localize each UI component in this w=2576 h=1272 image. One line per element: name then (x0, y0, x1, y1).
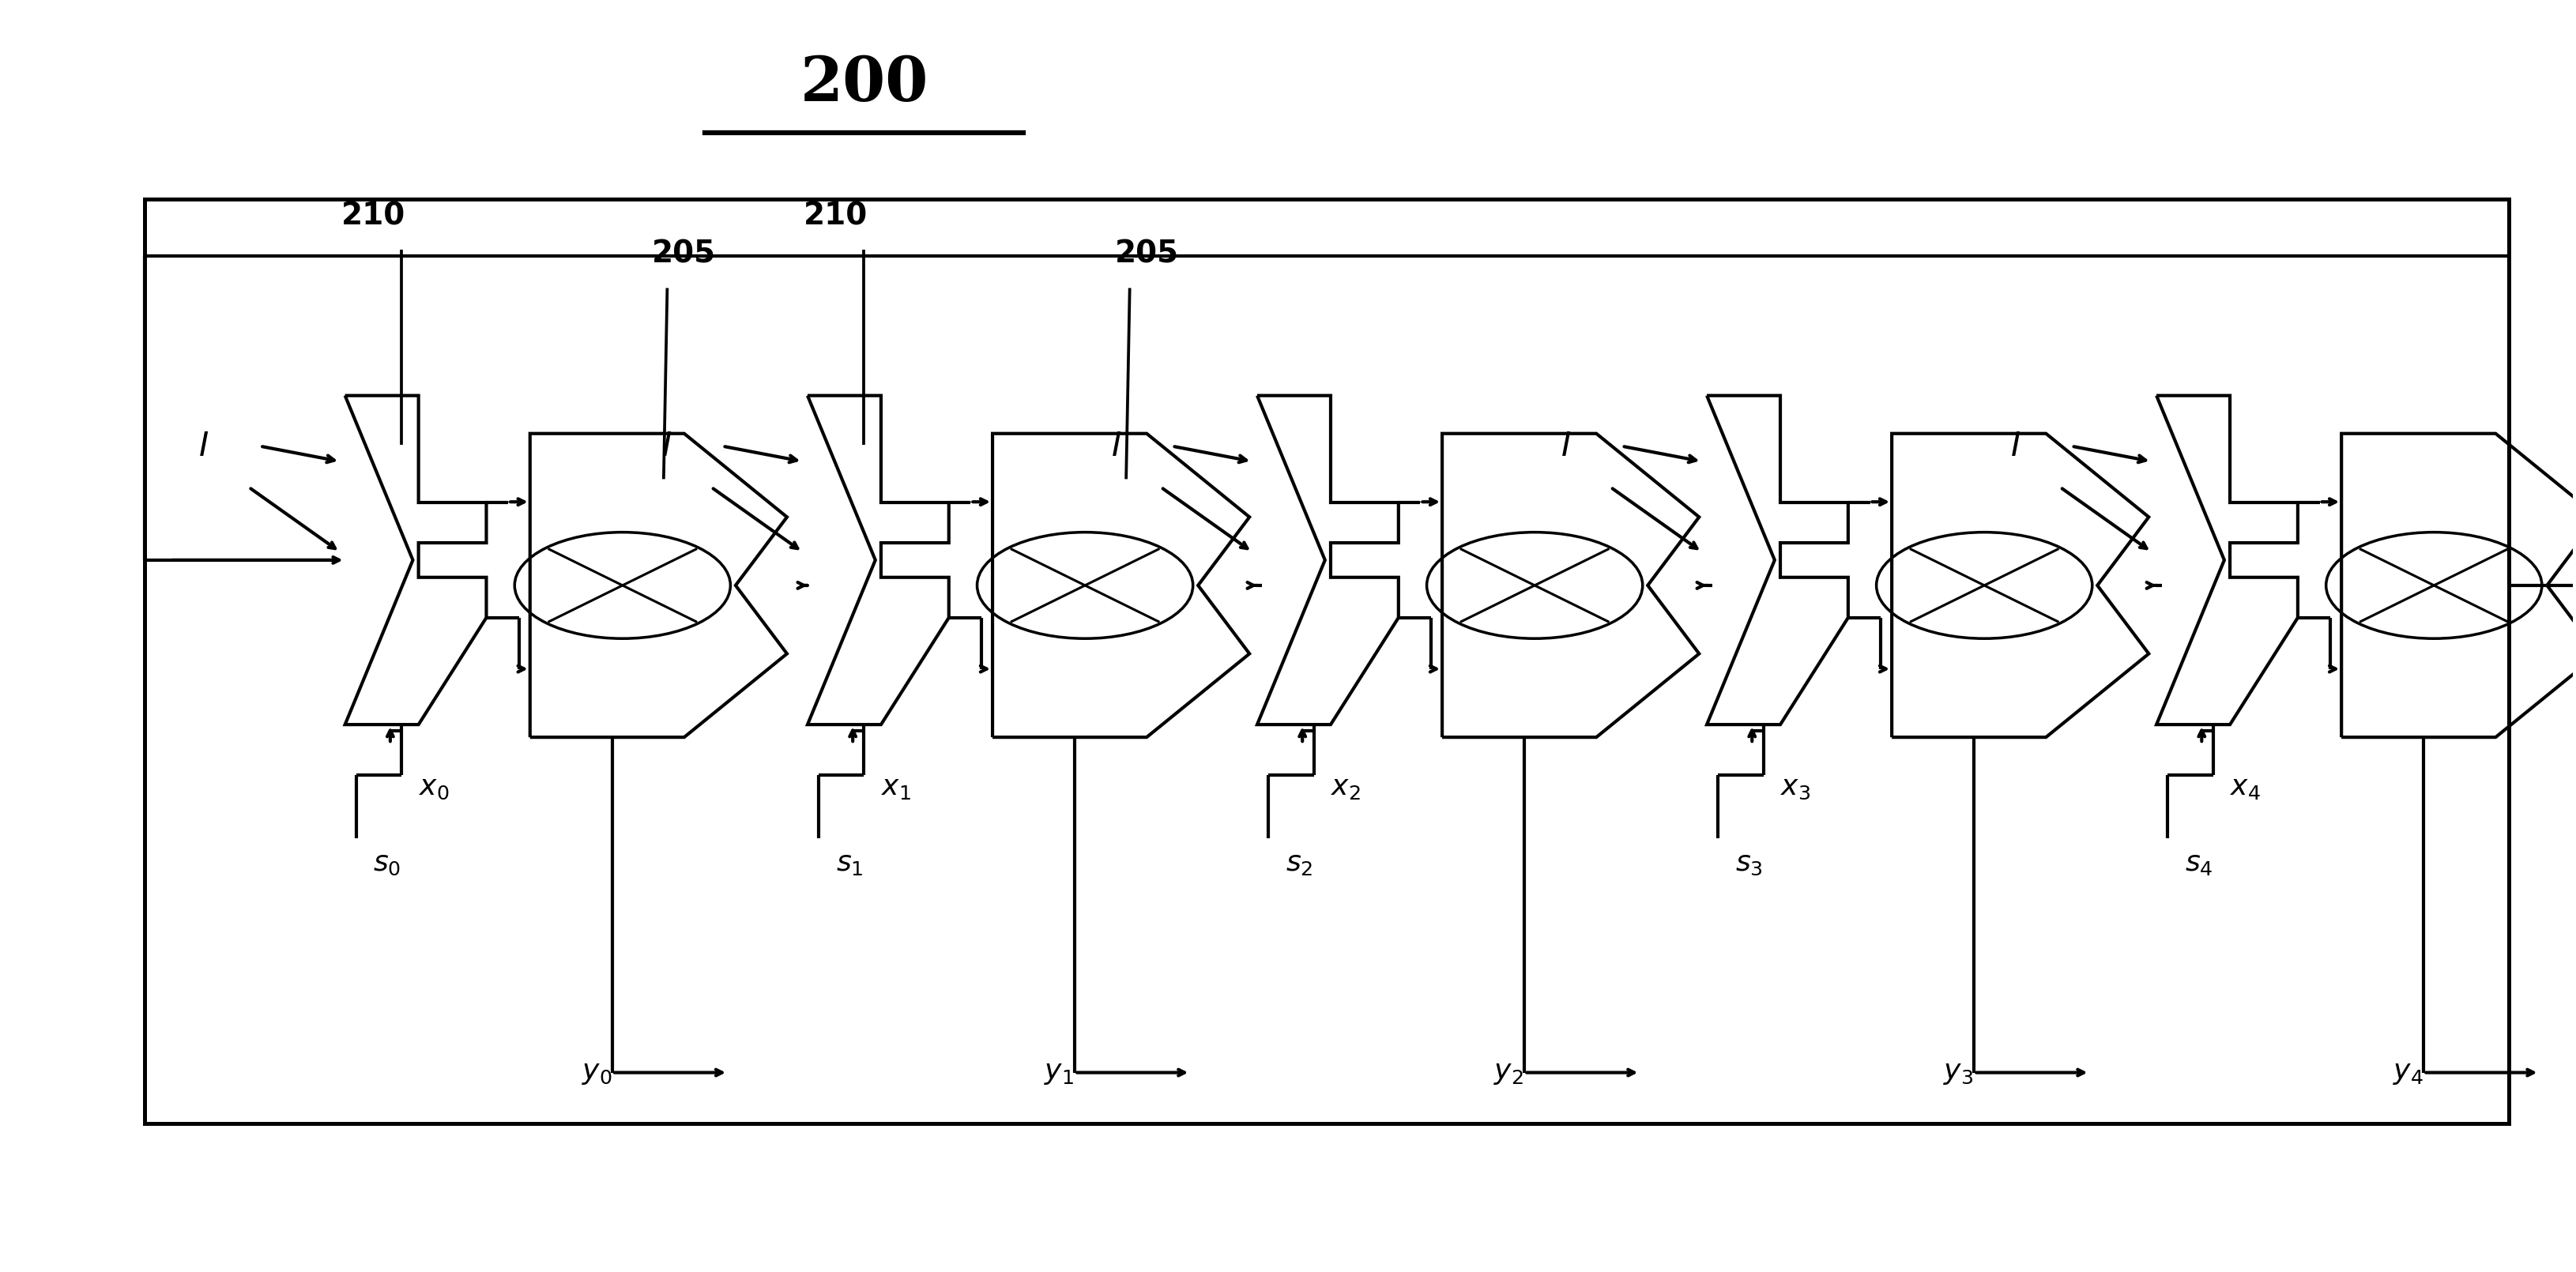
Text: 210: 210 (804, 201, 868, 232)
Text: $x_4$: $x_4$ (2231, 775, 2262, 801)
Text: 205: 205 (652, 239, 716, 270)
Text: $s_4$: $s_4$ (2184, 851, 2213, 878)
Text: $y_0$: $y_0$ (582, 1060, 613, 1086)
Text: $I$: $I$ (662, 430, 672, 463)
Text: $I$: $I$ (1561, 430, 1571, 463)
Text: $y_1$: $y_1$ (1043, 1060, 1074, 1086)
Text: $x_0$: $x_0$ (417, 775, 448, 801)
Text: $y_2$: $y_2$ (1494, 1060, 1522, 1086)
Text: $x_2$: $x_2$ (1332, 775, 1360, 801)
Text: 205: 205 (1115, 239, 1180, 270)
Text: $y_3$: $y_3$ (1942, 1060, 1973, 1086)
Text: $I$: $I$ (2009, 430, 2020, 463)
Text: $s_0$: $s_0$ (374, 851, 402, 878)
Text: $I$: $I$ (1110, 430, 1121, 463)
Text: 200: 200 (801, 53, 927, 114)
Text: $y_4$: $y_4$ (2393, 1060, 2424, 1086)
Text: 210: 210 (340, 201, 404, 232)
Bar (144, 200, 2509, 1123)
Text: $x_3$: $x_3$ (1780, 775, 1811, 801)
Text: $s_3$: $s_3$ (1736, 851, 1762, 878)
Text: $s_2$: $s_2$ (1285, 851, 1314, 878)
Text: $I$: $I$ (198, 430, 209, 463)
Text: $x_1$: $x_1$ (881, 775, 912, 801)
Text: $s_1$: $s_1$ (835, 851, 863, 878)
